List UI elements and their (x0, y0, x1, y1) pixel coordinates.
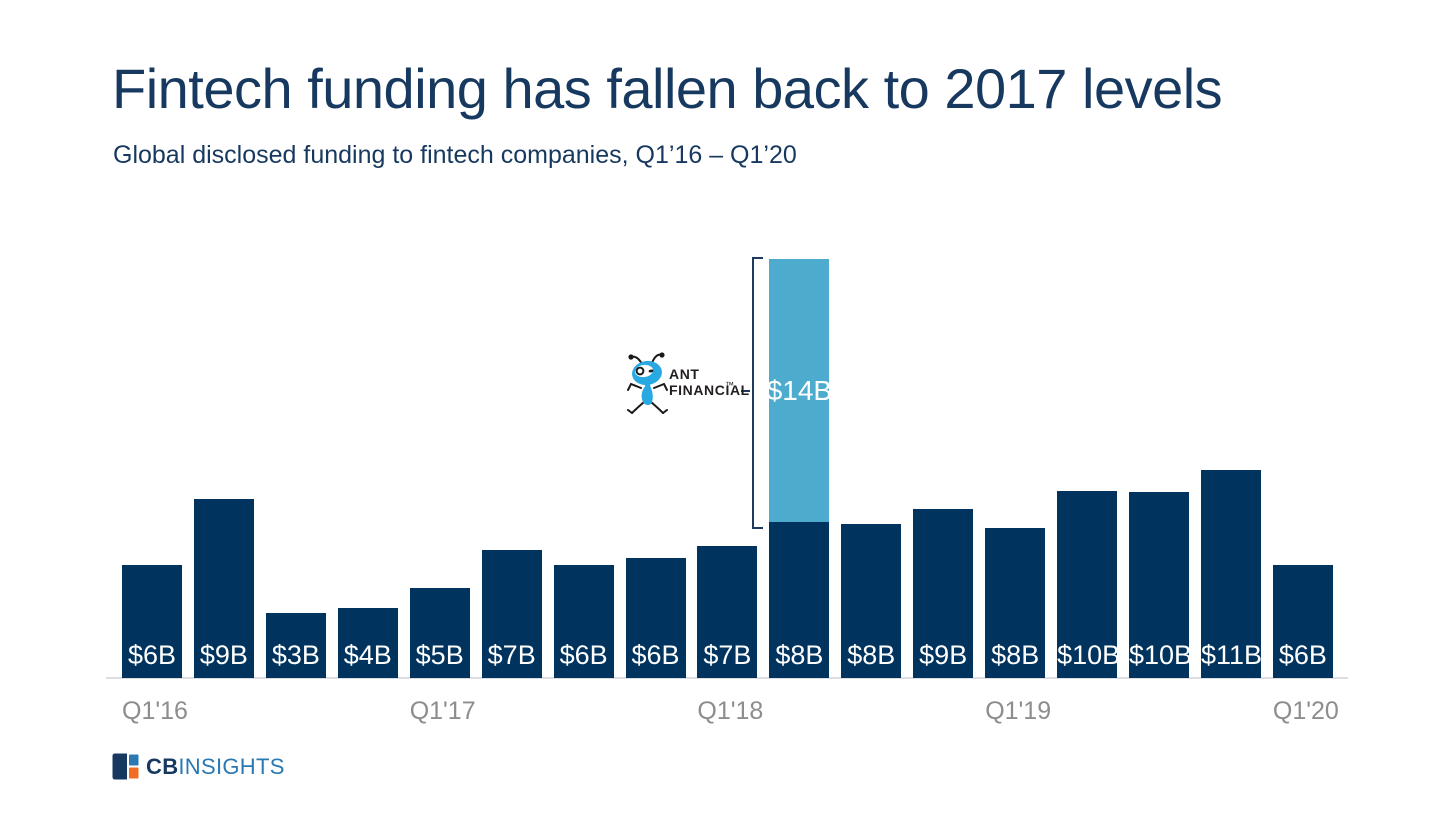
bar-value-label: $9B (919, 640, 968, 670)
bar-value-label: $10B (1057, 640, 1121, 670)
cb-insights-logo-icon (112, 753, 139, 780)
bar: $6B (553, 565, 614, 678)
bar-value-label: $6B (127, 640, 177, 670)
ant-mascot-icon (627, 352, 668, 414)
logo-text-cb: CB (146, 753, 179, 779)
x-axis-tick: Q1'18 (697, 697, 764, 725)
bar: $10B (1129, 492, 1193, 678)
x-axis-tick: Q1'19 (985, 697, 1052, 725)
trademark-symbol: ™ (725, 380, 735, 390)
cb-insights-logo-text: CBINSIGHTS (146, 754, 285, 780)
annotation-connector-line (741, 390, 750, 392)
bar: $8B (985, 528, 1046, 678)
bar: $6B (122, 565, 182, 678)
bar: $7B (481, 550, 542, 678)
bar-value-label: $10B (1129, 640, 1193, 670)
bar-value-label: $6B (631, 640, 680, 670)
bar-value-label: $6B (1278, 640, 1327, 670)
highlight-bar: $14B (766, 259, 833, 522)
chart-subtitle: Global disclosed funding to fintech comp… (113, 141, 797, 169)
bar-value-label: $7B (487, 640, 536, 670)
ant-financial-label: ANT FINANCIAL ™ (669, 366, 750, 398)
x-axis-tick: Q1'16 (122, 697, 188, 725)
bar: $9B (193, 499, 254, 678)
bar: $6B (1272, 565, 1333, 678)
bar-value-label: $7B (703, 640, 752, 670)
x-axis-tick: Q1'17 (409, 697, 476, 725)
ant-financial-annotation: ANT FINANCIAL ™ (627, 349, 752, 417)
bar: $3B (265, 613, 326, 678)
chart-title: Fintech funding has fallen back to 2017 … (112, 57, 1223, 120)
bar-value-label: $4B (343, 640, 392, 670)
ant-financial-label-line2: FINANCIAL (669, 382, 750, 398)
x-axis-baseline (106, 677, 1348, 679)
bar: $11B (1201, 470, 1263, 678)
bar-value-label: $6B (559, 640, 608, 670)
bar: $6B (625, 558, 686, 678)
bar: $5B (409, 588, 470, 678)
bar: $8B (769, 522, 830, 678)
ant-financial-label-line1: ANT (669, 366, 700, 382)
bar-value-label: $5B (415, 640, 464, 670)
bar: $10B (1057, 491, 1121, 678)
x-axis-tick: Q1'20 (1272, 697, 1339, 725)
bar-value-label: $8B (991, 640, 1040, 670)
bar-value-label: $8B (775, 640, 824, 670)
bar-value-label: $8B (847, 640, 896, 670)
bar-value-label: $11B (1201, 640, 1263, 670)
cb-insights-logo: CBINSIGHTS (112, 753, 285, 780)
highlight-bracket (752, 257, 763, 529)
bar: $8B (841, 524, 902, 678)
bar: $7B (697, 546, 758, 678)
bar: $4B (337, 608, 398, 678)
highlight-value-label: $14B (766, 374, 833, 406)
bar-value-label: $3B (271, 640, 320, 670)
bar: $9B (913, 509, 974, 678)
logo-text-insights: INSIGHTS (178, 753, 285, 779)
bar-value-label: $9B (199, 640, 248, 670)
